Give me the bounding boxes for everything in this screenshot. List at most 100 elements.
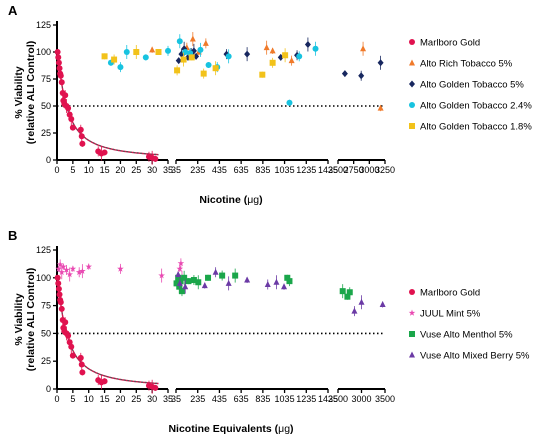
data-point <box>377 104 384 111</box>
data-point <box>85 263 92 270</box>
y-axis-title-line: % Viability <box>13 66 25 118</box>
y-tick-label: 125 <box>36 20 51 30</box>
x-tick-label: 3000 <box>351 394 371 404</box>
data-point <box>79 267 86 274</box>
series-marlboro-gold <box>54 49 159 165</box>
y-axis-title-line: (relative ALI Control) <box>25 268 37 371</box>
x-tick-label: 0 <box>54 394 59 404</box>
x-tick-label: 5 <box>70 394 75 404</box>
data-point <box>62 92 69 99</box>
data-point <box>190 277 197 284</box>
x-tick-label: 1435 <box>318 394 338 404</box>
data-point <box>273 278 280 285</box>
series-alto-golden-tobacco-1-8 <box>101 45 289 79</box>
y-tick-label: 100 <box>36 273 51 283</box>
data-point <box>180 56 187 63</box>
x-tick-label: 20 <box>115 165 125 175</box>
data-point <box>264 280 271 287</box>
legend-label: Alto Golden Tobacco 1.8% <box>420 122 532 133</box>
data-point <box>176 265 184 272</box>
x-tick-label: 3500 <box>375 394 395 404</box>
y-tick-label: 75 <box>41 301 51 311</box>
data-point <box>174 67 181 74</box>
data-point <box>173 280 180 287</box>
data-point <box>176 38 183 45</box>
x-axis-title-prefix: Nicotine Equivalents ( <box>168 423 278 435</box>
legend-label: Alto Rich Tobacco 5% <box>420 59 513 70</box>
x-tick-label: 235 <box>190 394 205 404</box>
x-tick-label: 35 <box>163 165 173 175</box>
legend-item-marlboro-gold: Marlboro Gold <box>409 288 480 299</box>
data-point <box>69 265 77 272</box>
x-axis-title: Nicotine Equivalents (μg) <box>168 423 293 435</box>
x-axis-title: Nicotine (μg) <box>199 194 262 206</box>
data-point <box>259 71 266 78</box>
data-point <box>312 45 319 52</box>
data-point <box>58 268 66 276</box>
x-tick-label: 1235 <box>296 165 316 175</box>
data-point <box>68 343 75 350</box>
data-point <box>197 46 204 53</box>
x-axis-title-unit: μg <box>278 423 290 435</box>
legend-marker <box>409 39 415 45</box>
x-tick-label: 35 <box>171 394 181 404</box>
data-point <box>152 155 159 162</box>
data-point <box>69 124 76 131</box>
x-tick-label: 15 <box>100 394 110 404</box>
data-point <box>205 274 212 281</box>
x-tick-label: 1035 <box>275 394 295 404</box>
data-point <box>77 126 84 133</box>
data-point <box>123 49 130 55</box>
data-point <box>360 45 367 52</box>
x-tick-label: 2500 <box>328 394 348 404</box>
data-point <box>346 289 353 296</box>
legend-marker <box>409 289 415 295</box>
x-tick-label: 10 <box>84 165 94 175</box>
data-point <box>55 285 62 292</box>
legend-marker <box>409 80 415 88</box>
data-point <box>69 352 76 359</box>
fit-confidence-band <box>56 55 159 155</box>
data-point <box>55 59 62 66</box>
data-point <box>178 288 185 295</box>
data-point <box>55 54 62 61</box>
y-tick-label: 0 <box>46 384 51 394</box>
data-point <box>155 49 162 55</box>
legend-marker <box>409 331 415 337</box>
x-tick-label: 3000 <box>359 165 379 175</box>
series-alto-rich-tobacco-5 <box>149 32 384 112</box>
y-axis-title: % Viability(relative ALI Control) <box>13 41 37 144</box>
data-point <box>101 378 108 385</box>
fit-curve <box>56 277 159 385</box>
data-point <box>55 280 62 287</box>
data-point <box>269 47 276 54</box>
data-point <box>358 298 365 305</box>
data-point <box>212 65 219 72</box>
data-point <box>175 270 182 277</box>
legend-item-juul-mint-5: JUUL Mint 5% <box>408 309 481 320</box>
data-point <box>189 35 196 42</box>
legend-item-alto-golden-tobacco-2-4: Alto Golden Tobacco 2.4% <box>409 101 532 112</box>
series-juul-mint-5 <box>55 258 186 285</box>
series-vuse-alto-mixed-berry-5 <box>175 267 386 317</box>
data-point <box>225 53 232 60</box>
data-point <box>176 279 183 286</box>
data-point <box>54 49 61 55</box>
data-point <box>60 263 67 270</box>
y-axis-title-line: % Viability <box>13 293 25 345</box>
data-point <box>281 283 288 290</box>
data-point <box>175 57 182 65</box>
data-point <box>63 266 70 273</box>
data-point <box>185 278 192 285</box>
data-point <box>379 300 386 307</box>
fit-curve <box>56 51 159 156</box>
data-point <box>56 291 63 298</box>
data-point <box>77 354 84 361</box>
legend-label: Vuse Alto Menthol 5% <box>420 330 513 341</box>
x-tick-label: 435 <box>212 165 227 175</box>
x-tick-label: 30 <box>147 394 157 404</box>
y-tick-label: 50 <box>41 101 51 111</box>
data-point <box>152 384 159 391</box>
x-tick-label: 30 <box>147 165 157 175</box>
data-point <box>66 271 73 278</box>
